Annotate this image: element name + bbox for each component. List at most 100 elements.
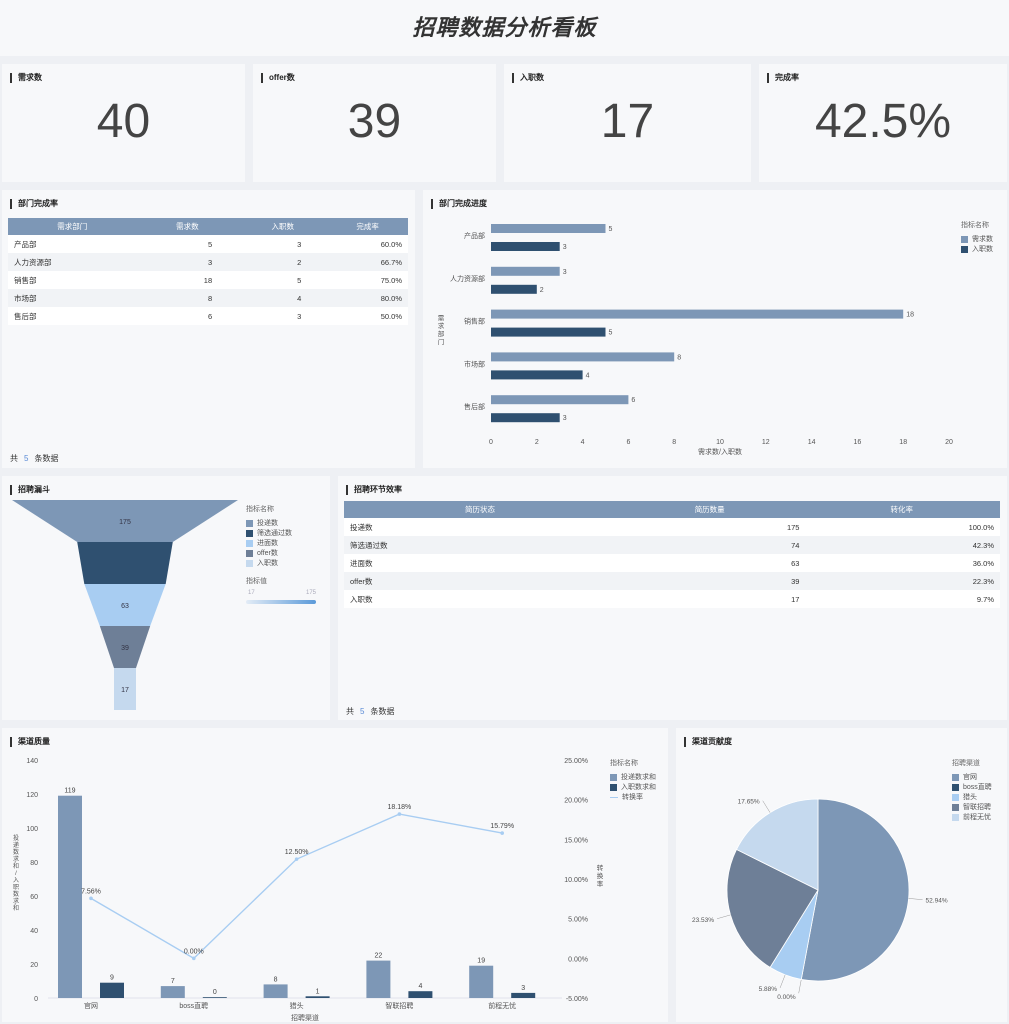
table-cell: 66.7% (327, 253, 408, 271)
table-row[interactable]: 市场部 8 4 80.0% (8, 289, 408, 307)
legend-item[interactable]: 智联招聘 (952, 802, 992, 812)
leader-line (762, 800, 771, 813)
dept-progress-panel: 部门完成进度 产品部 5 3 人力资源部 3 2 销售部 18 5 市场部 8 4 售后部 6 3 0 2 4 6 8… (423, 190, 1007, 468)
y-axis-label-char: 入 (13, 877, 19, 884)
legend-title: 指标名称 (961, 222, 989, 229)
bar (263, 984, 288, 998)
table-row[interactable]: offer数 39 22.3% (344, 572, 1000, 590)
y-tick-label: 100 (26, 826, 38, 833)
data-label: 19 (477, 958, 485, 965)
table-cell: 39 (615, 572, 804, 590)
table-cell: 8 (136, 289, 239, 307)
table-header[interactable]: 入职数 (238, 218, 328, 235)
leader-line (779, 974, 786, 989)
bar (491, 309, 904, 319)
table-row[interactable]: 筛选通过数 74 42.3% (344, 536, 1000, 554)
table-row[interactable]: 售后部 6 3 50.0% (8, 307, 408, 325)
data-label: 22 (375, 953, 383, 960)
legend-swatch (246, 539, 253, 547)
table-row[interactable]: 产品部 5 3 60.0% (8, 235, 408, 253)
table-cell: 22.3% (803, 572, 1000, 590)
table-row[interactable]: 进面数 63 36.0% (344, 554, 1000, 572)
channel-contribution-panel: 渠道贡献度 52.94% 0.00% 5.88% 23.53% 17.65% 招聘渠道 … (676, 728, 1007, 1022)
legend-item[interactable]: 入职数 (246, 558, 316, 568)
value-range-slider[interactable]: 17 175 (246, 590, 316, 606)
table-header[interactable]: 简历状态 (344, 501, 616, 518)
legend-label: 投递数求和 (621, 774, 656, 781)
table-row[interactable]: 人力资源部 3 2 66.7% (8, 253, 408, 271)
category-label: 前程无忧 (488, 1001, 516, 1010)
table-cell: 2 (238, 253, 328, 271)
legend-label: 投递数 (257, 520, 278, 527)
legend-item[interactable]: 筛选通过数 (246, 528, 316, 538)
table-header[interactable]: 简历数量 (615, 501, 804, 518)
funnel-legend: 指标名称 投递数 筛选通过数 进面数 offer数 入职数 指标值 17 175 (246, 504, 316, 606)
kpi-value: 42.5% (814, 95, 952, 148)
bar (202, 997, 227, 998)
y-tick-label: 40 (30, 928, 38, 935)
y-axis-label-char: / (15, 871, 17, 877)
y-axis-label-char: 求 (13, 897, 19, 905)
x-axis-label: 需求数/入职数 (698, 447, 742, 456)
table-cell: 60.0% (327, 235, 408, 253)
legend-item[interactable]: 官网 (952, 772, 992, 782)
data-label: 3 (521, 985, 525, 992)
y2-tick-label: 0.00% (568, 956, 588, 963)
legend-item[interactable]: 入职数 (961, 244, 993, 254)
footer-prefix: 共 (10, 454, 18, 463)
legend-swatch (246, 529, 253, 537)
value-legend-title: 指标值 (246, 578, 267, 585)
legend-item[interactable]: 猎头 (952, 792, 992, 802)
table-cell: 销售部 (8, 271, 137, 289)
table-header[interactable]: 转化率 (803, 501, 1000, 518)
legend-swatch (610, 773, 617, 781)
kpi-value: 40 (96, 95, 151, 148)
y2-axis-label-char: 换 (597, 871, 604, 880)
legend-item[interactable]: offer数 (246, 548, 316, 558)
page-title: 招聘数据分析看板 (0, 0, 1009, 56)
table-cell: 投递数 (344, 518, 616, 536)
y-axis-label-char: 求 (13, 855, 19, 863)
tick-label: 0 (489, 439, 493, 446)
table-cell: 入职数 (344, 590, 616, 608)
rate-label: 0.00% (184, 948, 204, 955)
table-header[interactable]: 需求部门 (8, 218, 137, 235)
table-cell: 售后部 (8, 307, 137, 325)
legend-item[interactable]: 投递数 (246, 518, 316, 528)
y2-tick-label: 5.00% (568, 917, 588, 924)
y2-axis-label-char: 率 (597, 879, 604, 888)
legend-label: 入职数 (972, 246, 993, 253)
bar (58, 795, 82, 998)
legend-item[interactable]: 转换率 (610, 792, 656, 802)
legend-item[interactable]: 入职数求和 (610, 782, 656, 792)
table-cell: 18 (136, 271, 239, 289)
y-axis-label-char: 和 (13, 862, 19, 870)
rate-point (89, 896, 93, 901)
kpi-card-hired: 入职数 17 (504, 64, 751, 182)
table-row[interactable]: 投递数 175 100.0% (344, 518, 1000, 536)
table-header[interactable]: 需求数 (136, 218, 239, 235)
table-cell: 4 (238, 289, 328, 307)
data-label: 7 (171, 978, 175, 985)
table-row[interactable]: 入职数 17 9.7% (344, 590, 1000, 608)
table-header-row: 需求部门 需求数 入职数 完成率 (8, 218, 408, 235)
legend-item[interactable]: 进面数 (246, 538, 316, 548)
legend-item[interactable]: 前程无忧 (952, 812, 992, 822)
leader-line (716, 914, 731, 919)
range-track (246, 600, 316, 604)
legend-label: 官网 (963, 774, 977, 781)
legend-item[interactable]: 投递数求和 (610, 772, 656, 782)
funnel-label: 39 (121, 645, 129, 652)
panel-title: 招聘环节效率 (346, 485, 402, 495)
row-count: 5 (360, 707, 365, 716)
legend-item[interactable]: boss直聘 (952, 782, 992, 792)
legend-item[interactable]: 需求数 (961, 234, 993, 244)
table-header[interactable]: 完成率 (327, 218, 408, 235)
kpi-card-demand: 需求数 40 (2, 64, 245, 182)
table-row[interactable]: 销售部 18 5 75.0% (8, 271, 408, 289)
bar (408, 991, 433, 998)
bar (491, 352, 675, 362)
y-axis-label-char: 数 (13, 890, 19, 898)
rate-line (90, 813, 503, 960)
legend-swatch (952, 813, 959, 821)
